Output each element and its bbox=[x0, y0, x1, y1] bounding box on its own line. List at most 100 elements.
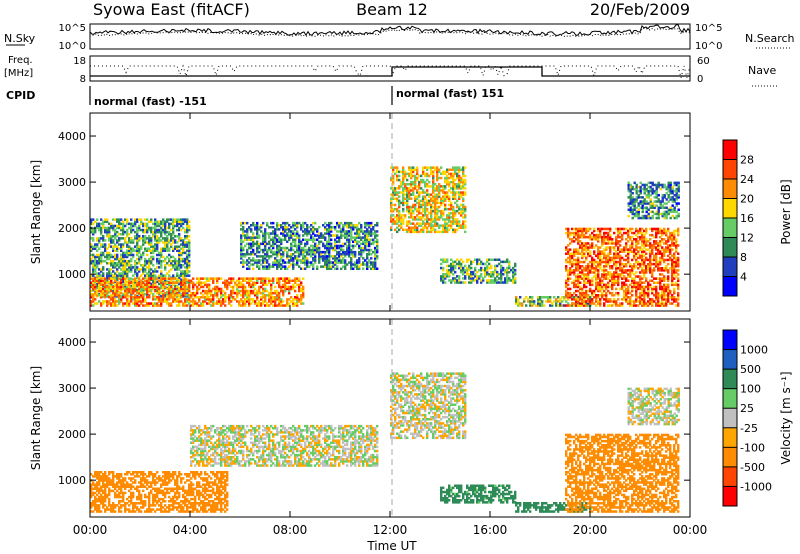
echo-cell bbox=[104, 281, 107, 284]
echo-cell bbox=[164, 230, 167, 234]
echo-cell bbox=[134, 277, 137, 280]
echo-cell bbox=[354, 244, 357, 248]
echo-cell bbox=[92, 247, 95, 250]
echo-cell bbox=[132, 283, 135, 287]
echo-cell bbox=[462, 183, 465, 186]
echo-cell bbox=[452, 195, 455, 198]
echo-cell bbox=[102, 289, 105, 293]
echo-cell bbox=[158, 257, 161, 261]
echo-cell bbox=[400, 222, 403, 225]
echo-cell bbox=[603, 273, 606, 276]
echo-cell bbox=[408, 205, 411, 209]
echo-cell bbox=[300, 296, 303, 299]
echo-cell bbox=[272, 281, 275, 284]
echo-cell bbox=[360, 242, 363, 246]
echo-cell bbox=[122, 233, 125, 236]
echo-cell bbox=[541, 302, 544, 305]
echo-cell bbox=[172, 220, 175, 223]
echo-cell bbox=[286, 240, 289, 243]
echo-cell bbox=[621, 285, 624, 289]
echo-cell bbox=[476, 270, 479, 274]
echo-cell bbox=[214, 291, 217, 295]
echo-cell bbox=[112, 226, 115, 230]
echo-cell bbox=[336, 253, 339, 256]
echo-cell bbox=[266, 267, 269, 270]
echo-cell bbox=[172, 291, 175, 295]
echo-cell bbox=[450, 203, 453, 207]
echo-cell bbox=[168, 277, 171, 280]
echo-cell bbox=[186, 262, 189, 265]
echo-cell bbox=[581, 229, 584, 233]
echo-cell bbox=[154, 304, 157, 307]
echo-cell bbox=[260, 291, 263, 295]
echo-cell bbox=[156, 237, 159, 240]
echo-cell bbox=[294, 279, 297, 282]
echo-cell bbox=[444, 170, 447, 174]
echo-cell bbox=[416, 228, 419, 232]
echo-cell bbox=[352, 263, 355, 266]
echo-cell bbox=[589, 227, 592, 231]
echo-cell bbox=[92, 239, 95, 242]
echo-cell bbox=[290, 232, 293, 235]
echo-cell bbox=[314, 242, 317, 246]
echo-cell bbox=[609, 250, 612, 253]
echo-cell bbox=[160, 279, 163, 282]
echo-cell bbox=[569, 238, 572, 241]
echo-cell bbox=[136, 288, 139, 292]
echo-cell bbox=[262, 296, 265, 299]
echo-cell bbox=[184, 287, 187, 291]
echo-cell bbox=[292, 261, 295, 264]
echo-cell bbox=[112, 228, 115, 232]
echo-cell bbox=[124, 218, 127, 221]
echo-cell bbox=[264, 246, 267, 250]
echo-cell bbox=[484, 273, 487, 276]
echo-cell bbox=[242, 253, 245, 256]
echo-cell bbox=[468, 258, 471, 261]
echo-cell bbox=[178, 218, 181, 221]
echo-cell bbox=[322, 234, 325, 237]
echo-cell bbox=[126, 285, 129, 289]
echo-cell bbox=[174, 289, 177, 293]
echo-cell bbox=[450, 216, 453, 219]
echo-cell bbox=[262, 261, 265, 264]
echo-cell bbox=[298, 240, 301, 243]
echo-cell bbox=[104, 287, 107, 291]
echo-cell bbox=[212, 304, 215, 307]
echo-cell bbox=[422, 178, 425, 182]
echo-cell bbox=[276, 221, 279, 225]
echo-cell bbox=[118, 287, 121, 291]
echo-cell bbox=[270, 300, 273, 303]
echo-cell bbox=[623, 258, 626, 262]
echo-cell bbox=[116, 235, 119, 238]
echo-cell bbox=[597, 233, 600, 237]
echo-cell bbox=[506, 268, 509, 272]
echo-cell bbox=[118, 226, 121, 230]
echo-cell bbox=[392, 195, 395, 198]
echo-cell bbox=[282, 250, 285, 254]
echo-cell bbox=[296, 298, 299, 301]
echo-cell bbox=[300, 246, 303, 250]
echo-cell bbox=[138, 277, 141, 280]
echo-cell bbox=[106, 235, 109, 238]
echo-cell bbox=[264, 255, 267, 258]
echo-cell bbox=[462, 266, 465, 270]
echo-cell bbox=[114, 294, 117, 297]
echo-cell bbox=[360, 226, 363, 229]
echo-cell bbox=[579, 252, 582, 255]
echo-cell bbox=[186, 268, 189, 271]
echo-cell bbox=[262, 289, 265, 293]
echo-cell bbox=[270, 289, 273, 293]
echo-cell bbox=[286, 300, 289, 303]
echo-cell bbox=[114, 302, 117, 305]
echo-cell bbox=[422, 216, 425, 219]
echo-cell bbox=[148, 277, 151, 280]
echo-cell bbox=[460, 193, 463, 196]
echo-cell bbox=[585, 267, 588, 270]
echo-cell bbox=[504, 268, 507, 272]
echo-cell bbox=[392, 209, 395, 213]
echo-cell bbox=[412, 222, 415, 225]
echo-cell bbox=[434, 183, 437, 186]
echo-cell bbox=[603, 254, 606, 258]
echo-cell bbox=[607, 231, 610, 235]
echo-cell bbox=[344, 236, 347, 239]
